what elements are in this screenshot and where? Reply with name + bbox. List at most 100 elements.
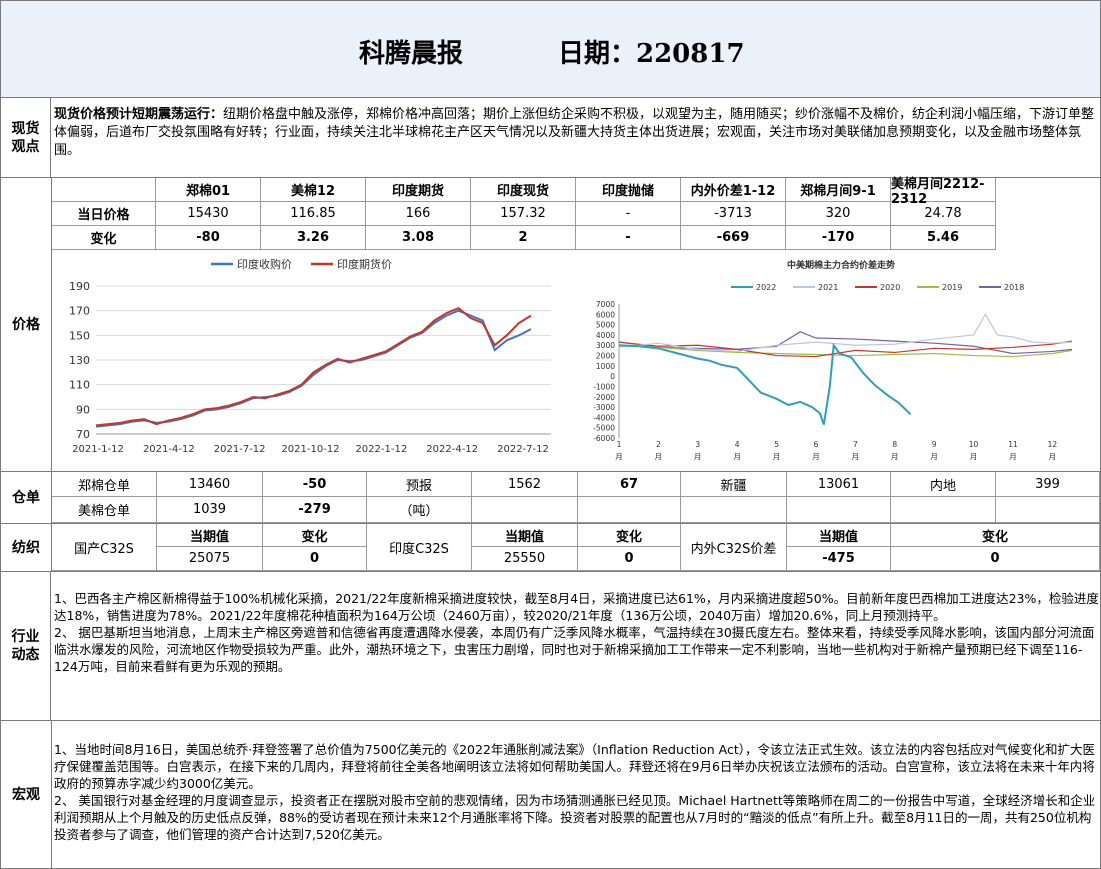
price-cell: -80	[156, 226, 261, 250]
x-tick-label: 2022-1-12	[355, 444, 407, 455]
x-tick-label: 12	[1048, 440, 1058, 449]
price-cell: 157.32	[471, 202, 576, 226]
yarn-cur-label: 当期值	[787, 524, 891, 547]
price-cell: 3.08	[366, 226, 471, 250]
warehouse-cell: 1562	[472, 472, 578, 497]
macro-para-1: 1、当地时间8月16日，美国总统乔·拜登签署了总价值为7500亿美元的《2022…	[54, 742, 1096, 791]
y-tick-label: 1000	[596, 362, 615, 371]
warehouse-cell: 预报	[367, 472, 472, 497]
warehouse-cell: 美棉仓单	[52, 497, 157, 523]
series-line-1	[618, 313, 1073, 353]
price-row-label: 当日价格	[52, 202, 156, 226]
legend-label: 2021	[818, 283, 838, 292]
y-tick-label: 7000	[596, 300, 615, 309]
x-tick-label: 2022-4-12	[426, 444, 478, 455]
x-tick-label: 11	[1008, 440, 1018, 449]
warehouse-empty-cell	[578, 497, 681, 523]
industry-text: 1、巴西各主产棉区新棉得益于100%机械化采摘，2021/22年度新棉采摘进度较…	[54, 590, 1099, 675]
y-tick-label: 170	[69, 305, 90, 318]
price-cell: -	[576, 202, 681, 226]
warehouse-cell: -279	[263, 497, 367, 523]
warehouse-empty-cell	[891, 497, 996, 523]
warehouse-empty-cell	[681, 497, 787, 523]
legend-label: 2020	[880, 283, 900, 292]
yarn-name: 国产C32S	[52, 524, 157, 571]
yarn-change: 0	[263, 547, 367, 571]
warehouse-empty-cell	[996, 497, 1100, 523]
warehouse-cell: 13460	[157, 472, 263, 497]
x-tick-label: 2	[656, 440, 661, 449]
y-tick-label: 110	[69, 379, 90, 392]
price-label: 价格	[1, 178, 52, 471]
spot-view-label: 现货观点	[1, 98, 51, 177]
spot-view-section: 现货观点 现货价格预计短期震荡运行：纽期价格盘中触及涨停，郑棉价格冲高回落；期价…	[1, 98, 1100, 178]
warehouse-label: 仓单	[1, 472, 52, 523]
industry-para-2: 2、 据巴基斯坦当地消息，上周末主产棉区旁遮普和信德省再度遭遇降水侵袭，本周仍有…	[54, 625, 1095, 674]
yarn-name: 内外C32S价差	[681, 524, 787, 571]
x-tick-label: 10	[969, 440, 979, 449]
price-cell: -170	[786, 226, 891, 250]
yarn-chg-label: 变化	[891, 524, 1100, 547]
macro-text: 1、当地时间8月16日，美国总统乔·拜登签署了总价值为7500亿美元的《2022…	[54, 741, 1099, 843]
x-tick-label: 7	[853, 440, 858, 449]
yarn-label: 纺织	[1, 524, 52, 571]
x-tick-unit: 月	[694, 452, 702, 461]
x-tick-label: 9	[932, 440, 937, 449]
yarn-value: 25075	[157, 547, 263, 571]
warehouse-cell: 内地	[891, 472, 996, 497]
industry-section: 行业动态 1、巴西各主产棉区新棉得益于100%机械化采摘，2021/22年度新棉…	[1, 572, 1100, 721]
y-tick-label: 5000	[596, 321, 615, 330]
y-tick-label: 4000	[596, 331, 615, 340]
x-tick-unit: 月	[930, 452, 938, 461]
price-header-2: 印度期货	[366, 178, 471, 202]
x-tick-label: 2022-7-12	[497, 444, 549, 455]
x-tick-label: 2021-1-12	[72, 444, 124, 455]
warehouse-cell: 郑棉仓单	[52, 472, 157, 497]
x-tick-unit: 月	[891, 452, 899, 461]
series-line-0	[95, 309, 532, 428]
warehouse-cell: （吨）	[367, 497, 472, 523]
price-cell: 5.46	[891, 226, 996, 250]
spot-view-text: 现货价格预计短期震荡运行：纽期价格盘中触及涨停，郑棉价格冲高回落；期价上涨但纺企…	[54, 106, 1097, 160]
x-tick-label: 6	[814, 440, 819, 449]
warehouse-cell: 13061	[787, 472, 891, 497]
warehouse-cell: -50	[263, 472, 367, 497]
series-line-0	[618, 342, 912, 425]
price-header-3: 印度现货	[471, 178, 576, 202]
y-tick-label: 70	[76, 428, 90, 441]
y-tick-label: 0	[610, 372, 615, 381]
price-cell: 166	[366, 202, 471, 226]
spot-view-lead: 现货价格预计短期震荡运行：	[54, 107, 224, 122]
price-table-corner	[52, 178, 156, 202]
x-tick-unit: 月	[615, 452, 623, 461]
y-tick-label: 2000	[596, 352, 615, 361]
india-price-chart: 70 90 110 130 150 170 190 2021-1-12 2021-4-12 202…	[69, 257, 551, 455]
price-cell: 24.78	[891, 202, 996, 226]
industry-para-1: 1、巴西各主产棉区新棉得益于100%机械化采摘，2021/22年度新棉采摘进度较…	[54, 591, 1099, 623]
legend-label: 2019	[942, 283, 962, 292]
x-tick-label: 8	[892, 440, 897, 449]
y-tick-label: 6000	[596, 310, 615, 319]
chart-title: 中美期棉主力合约价差走势	[787, 259, 895, 271]
yarn-section: 纺织 国产C32S 当期值 变化 25075 0 印度C32S 当期值 变化 25550 0 内外C…	[1, 524, 1100, 572]
y-tick-label: 130	[69, 354, 90, 367]
yarn-cur-label: 当期值	[472, 524, 578, 547]
warehouse-cell: 新疆	[681, 472, 787, 497]
price-cell: 3.26	[261, 226, 366, 250]
y-tick-label: -6000	[593, 434, 615, 443]
price-header-7: 美棉月间2212-2312	[891, 177, 996, 207]
price-cell: -669	[681, 226, 786, 250]
report-header: 科腾晨报 日期：220817	[1, 1, 1100, 98]
x-tick-unit: 月	[1009, 452, 1017, 461]
x-tick-unit: 月	[1049, 452, 1057, 461]
warehouse-cell: 67	[578, 472, 681, 497]
macro-section: 宏观 1、当地时间8月16日，美国总统乔·拜登签署了总价值为7500亿美元的《2…	[1, 721, 1100, 868]
price-section: 价格 郑棉01 美棉12 印度期货 印度现货 印度抛储 内外价差1-12 郑棉月间9-1 美棉…	[1, 177, 1100, 472]
industry-label: 行业动态	[1, 572, 51, 720]
price-header-1: 美棉12	[261, 178, 366, 202]
y-tick-label: -5000	[593, 424, 615, 433]
yarn-value: -475	[787, 547, 891, 571]
series-line-4	[618, 331, 1073, 355]
